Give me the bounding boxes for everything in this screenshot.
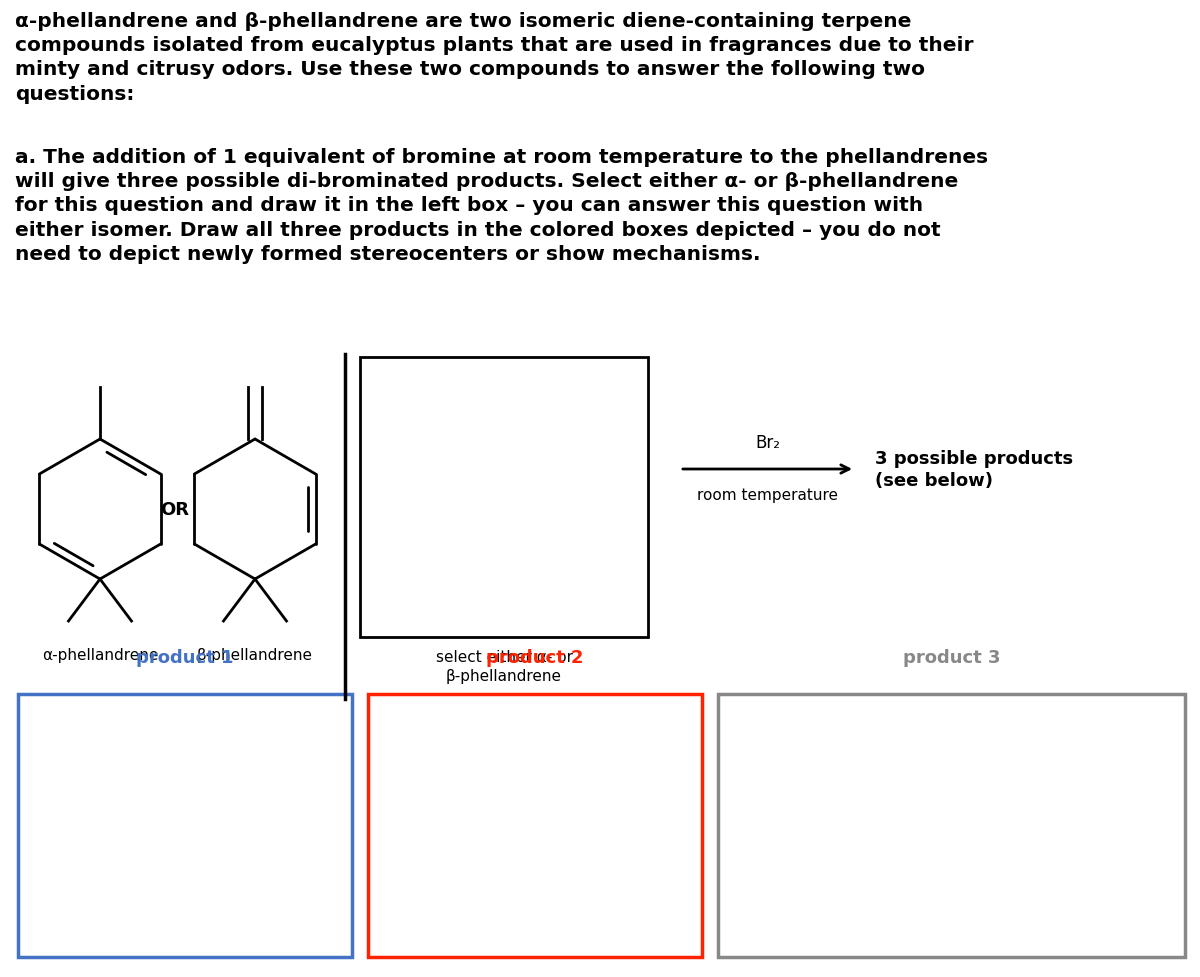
Bar [360,358,648,637]
Text: OR: OR [161,500,190,519]
Text: 3 possible products
(see below): 3 possible products (see below) [875,449,1073,489]
Text: select either α- or
β-phellandrene: select either α- or β-phellandrene [436,650,572,683]
Text: product 2: product 2 [486,649,583,666]
Text: product 1: product 1 [137,649,234,666]
Bar [368,695,702,957]
Text: product 3: product 3 [902,649,1001,666]
Text: β-phellandrene: β-phellandrene [197,648,313,662]
Text: Br₂: Br₂ [755,434,780,451]
Text: α-phellandrene: α-phellandrene [42,648,158,662]
Text: a. The addition of 1 equivalent of bromine at room temperature to the phellandre: a. The addition of 1 equivalent of bromi… [14,148,988,264]
Text: room temperature: room temperature [697,488,838,502]
Bar [18,695,352,957]
Text: α-phellandrene and β-phellandrene are two isomeric diene-containing terpene
comp: α-phellandrene and β-phellandrene are tw… [14,12,973,104]
Bar [718,695,1186,957]
